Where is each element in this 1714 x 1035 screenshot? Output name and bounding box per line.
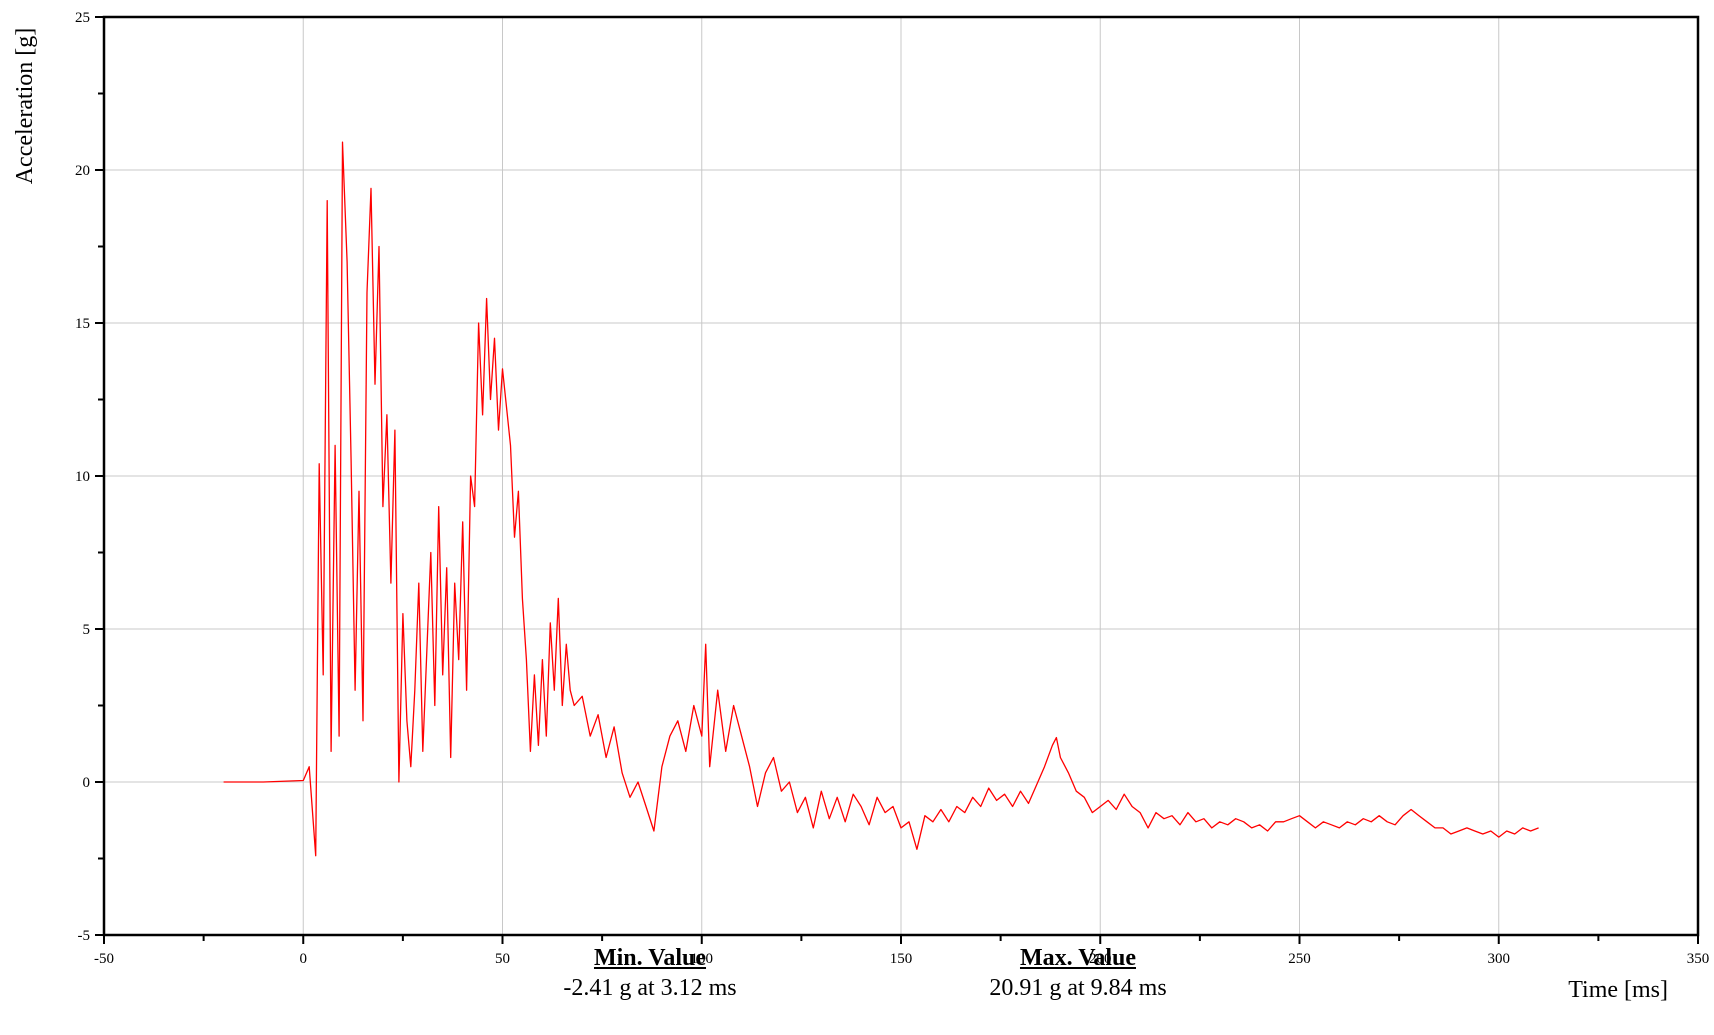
y-tick-label: 0 <box>83 775 91 791</box>
x-tick-label: 150 <box>890 951 913 967</box>
x-tick-label: 200 <box>1089 951 1112 967</box>
y-axis-ticks: -5 0 5 10 15 20 25 <box>75 10 104 944</box>
x-tick-label: 300 <box>1488 951 1511 967</box>
y-tick-label: 20 <box>75 163 90 179</box>
max-value-text: 20.91 g at 9.84 ms <box>989 975 1167 1001</box>
x-tick-label: 0 <box>300 951 308 967</box>
y-axis-label: Acceleration [g] <box>12 28 38 185</box>
x-axis-label: Time [ms] <box>1568 977 1668 1003</box>
x-axis-ticks: -50 0 50 100 150 200 250 300 350 <box>94 935 1709 967</box>
y-tick-label: 10 <box>75 469 90 485</box>
y-tick-label: -5 <box>78 928 91 944</box>
x-tick-label: 350 <box>1687 951 1710 967</box>
min-value-text: -2.41 g at 3.12 ms <box>563 975 737 1001</box>
acceleration-series-line <box>223 141 1539 857</box>
min-value-title: Min. Value <box>593 945 707 971</box>
x-tick-label: 250 <box>1288 951 1311 967</box>
min-value-annotation: Min. Value -2.41 g at 3.12 ms <box>500 943 800 1003</box>
x-tick-label: -50 <box>94 951 114 967</box>
plot-frame <box>102 15 1700 937</box>
y-tick-label: 25 <box>75 10 90 26</box>
grid-lines <box>104 17 1698 935</box>
y-tick-label: 15 <box>75 316 90 332</box>
max-value-title: Max. Value <box>1019 945 1136 971</box>
x-tick-label: 50 <box>495 951 510 967</box>
y-tick-label: 5 <box>83 622 91 638</box>
x-tick-label: 100 <box>691 951 714 967</box>
max-value-annotation: Max. Value 20.91 g at 9.84 ms <box>928 943 1228 1003</box>
